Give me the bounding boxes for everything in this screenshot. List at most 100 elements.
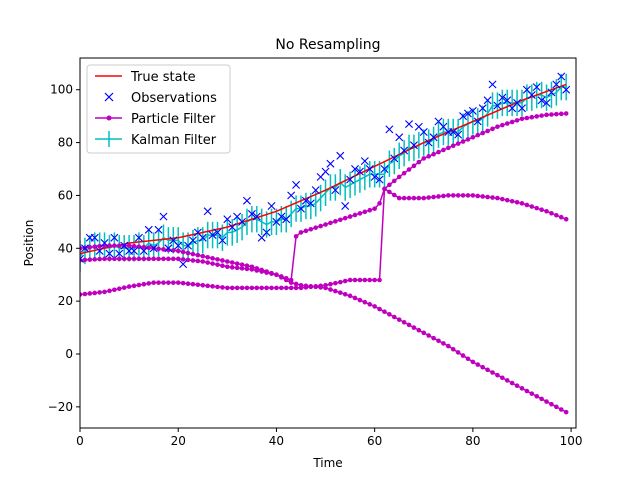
particle-filter-point [126, 243, 132, 248]
particle-filter-point [146, 281, 152, 286]
observation-marker [179, 260, 188, 269]
particle-filter-point [504, 197, 510, 203]
observation-marker [336, 151, 345, 160]
particle-filter-point [131, 243, 137, 249]
particle-filter-point [185, 250, 191, 256]
observation-marker [130, 246, 139, 255]
y-tick-label: 100 [50, 83, 73, 97]
particle-filter-point [426, 333, 431, 338]
particle-filter-point [446, 145, 451, 151]
particle-filter-point [441, 193, 446, 199]
particle-filter-point [534, 205, 540, 211]
particle-filter-point [372, 206, 377, 211]
particle-filter-point [92, 290, 98, 296]
particle-filter-point [470, 134, 476, 140]
particle-filter-point [455, 141, 461, 146]
observation-marker [247, 209, 256, 218]
particle-filter-point [234, 265, 240, 271]
particle-filter-point [244, 266, 250, 272]
particle-filter-point [460, 139, 466, 144]
particle-filter-point [210, 284, 215, 289]
particle-filter-point [549, 112, 554, 117]
particle-filter-point [446, 193, 451, 198]
observation-marker [351, 165, 359, 173]
particle-filter-point [519, 386, 525, 391]
particle-filter-point [426, 195, 431, 200]
observation-marker [493, 101, 502, 110]
particle-filter-point [234, 285, 240, 291]
particle-filter-point [220, 263, 225, 269]
particle-filter-point [225, 259, 230, 264]
y-tick-label: −20 [48, 400, 73, 414]
particle-filter-point [347, 214, 353, 219]
particle-filter-point [441, 341, 446, 346]
particle-filter-point [563, 111, 569, 116]
particle-filter-point [283, 277, 289, 283]
x-tick-label: 40 [269, 434, 284, 448]
particle-filter-point [151, 280, 156, 285]
particle-filter-point [558, 407, 564, 412]
particle-filter-point [97, 290, 102, 295]
observation-marker [527, 91, 536, 99]
particle-filter-point [509, 198, 515, 204]
particle-filter-point [313, 284, 319, 290]
x-axis-ticks: 0 20 40 60 80 100 [76, 428, 583, 448]
particle-filter-point [274, 285, 279, 291]
particle-filter-point [382, 309, 387, 315]
particle-filter-point [87, 244, 93, 250]
observation-marker [80, 244, 89, 253]
particle-filter-point [406, 195, 412, 201]
observation-marker [547, 88, 556, 97]
particle-filter-point [544, 399, 549, 404]
particle-filter-point [293, 234, 299, 239]
particle-filter-point [490, 195, 495, 200]
particle-filter-point [97, 256, 102, 262]
particle-filter-point [293, 281, 299, 287]
particle-filter-point [190, 258, 196, 263]
observation-marker [395, 133, 404, 142]
observation-marker [498, 93, 507, 102]
particle-filter-point [180, 249, 186, 255]
x-axis-label: Time [312, 456, 342, 470]
observation-marker [213, 228, 222, 237]
observation-marker [463, 109, 472, 118]
particle-filter-point [97, 243, 102, 249]
observation-marker [100, 239, 109, 247]
particle-filter-point [480, 194, 485, 199]
particle-filter-point [254, 285, 260, 291]
particle-filter-point [323, 222, 328, 227]
particle-filter-point [229, 260, 235, 265]
x-tick-label: 60 [367, 434, 382, 448]
particle-filter-point [416, 195, 422, 201]
particle-filter-point [470, 359, 476, 365]
particle-filter-point [126, 256, 132, 262]
particle-filter-point [460, 193, 466, 198]
observation-marker [517, 104, 526, 113]
observation-marker [400, 146, 409, 155]
observation-marker [370, 172, 379, 181]
observation-marker [326, 159, 335, 168]
particle-filter-point [259, 269, 265, 274]
particle-filter-point [269, 271, 274, 276]
observations-series [80, 72, 571, 269]
legend-observations-swatch [104, 92, 114, 102]
particle-filter-point [549, 210, 554, 216]
observation-marker [208, 231, 217, 240]
particle-filter-point [121, 256, 127, 262]
particle-filter-point [509, 119, 515, 125]
observation-marker [159, 212, 168, 221]
particle-filter-point [367, 277, 373, 283]
observation-marker [203, 207, 212, 216]
particle-filter-point [509, 380, 515, 386]
particle-filter-point [357, 277, 363, 283]
particle-filter-point [421, 156, 427, 161]
particle-filter-point [225, 264, 230, 270]
particle-filter-point [293, 285, 299, 291]
particle-filter-point [539, 396, 544, 402]
y-tick-label: 20 [58, 294, 73, 308]
particle-filter-point [249, 285, 255, 291]
y-tick-label: 60 [58, 188, 73, 202]
particle-filter-point [401, 170, 407, 176]
particle-filter-point [529, 204, 535, 209]
